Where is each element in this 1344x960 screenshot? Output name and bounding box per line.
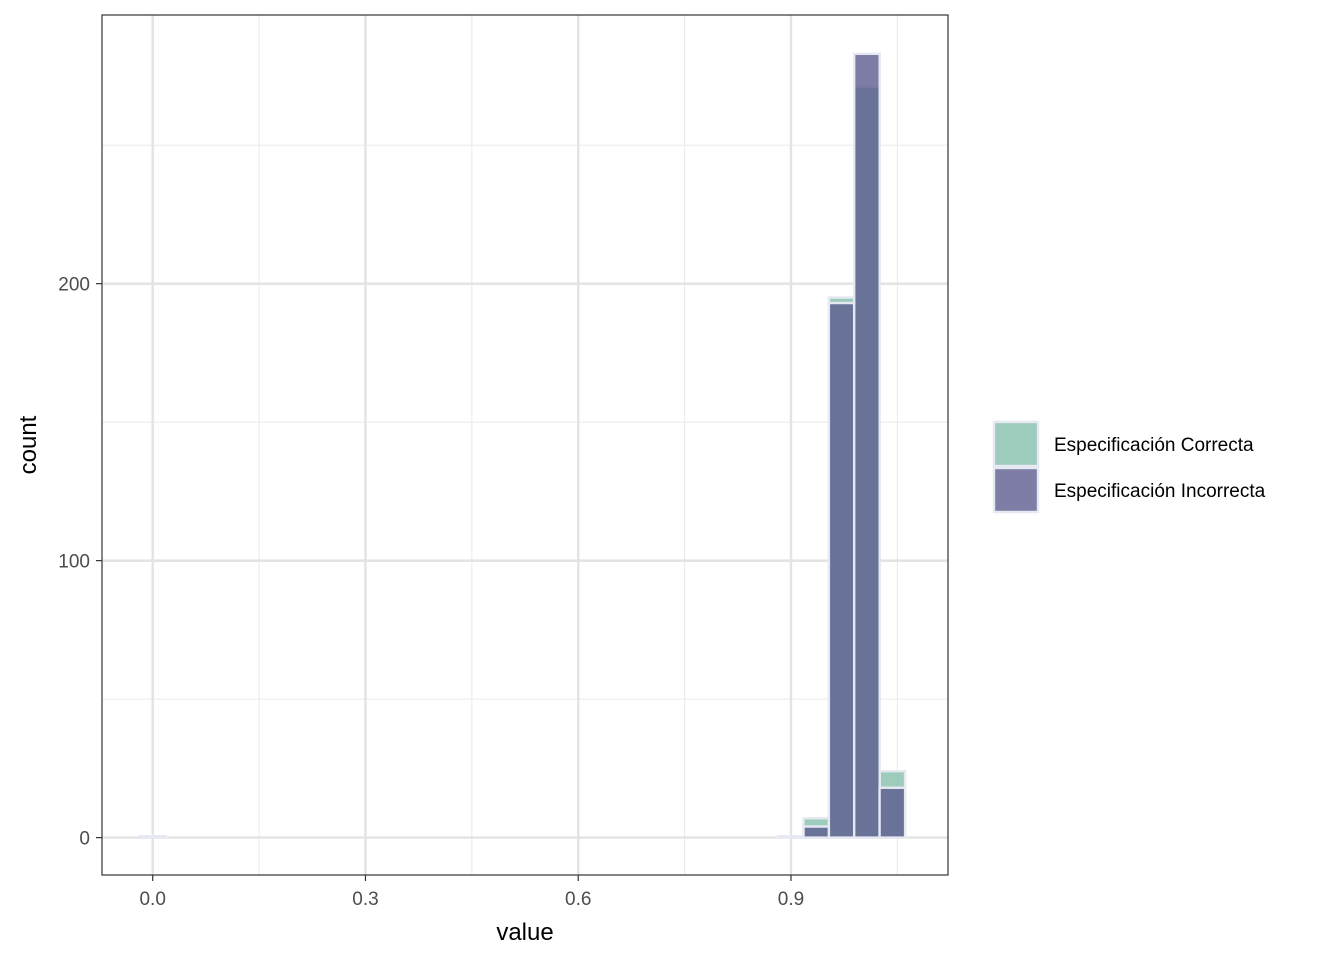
y-axis: 0 100 200: [58, 275, 102, 850]
x-tick-label: 0.9: [778, 889, 804, 910]
legend: Especificación Correcta Especificación In…: [992, 420, 1266, 514]
legend-label: Especificación Incorrecta: [1054, 481, 1266, 502]
legend-key: [992, 466, 1040, 514]
histogram-bar-series-2: [802, 825, 831, 839]
histogram-bar-series-2: [138, 835, 167, 839]
x-tick-label: 0.0: [139, 889, 165, 910]
y-tick-label: 100: [58, 552, 90, 573]
major-gridlines: [102, 15, 948, 875]
y-axis-title: count: [15, 415, 42, 474]
minor-gridlines: [102, 15, 948, 875]
histogram-bar-series-2: [777, 835, 805, 839]
legend-key: [992, 420, 1040, 468]
x-axis: 0.0 0.3 0.6 0.9: [139, 875, 804, 910]
x-tick-label: 0.3: [352, 889, 378, 910]
legend-label: Especificación Correcta: [1054, 435, 1254, 456]
histogram-bar-series-2: [827, 301, 856, 839]
histogram-bar-series-2: [852, 52, 881, 839]
x-axis-title: value: [496, 919, 553, 946]
x-tick-label: 0.6: [565, 889, 591, 910]
histogram-bar-series-2: [878, 786, 907, 839]
y-tick-label: 0: [79, 829, 90, 850]
histogram-bars: [138, 52, 907, 839]
plot-panel-border: [101, 14, 949, 876]
plot-background: [102, 15, 948, 875]
y-tick-label: 200: [58, 275, 90, 296]
